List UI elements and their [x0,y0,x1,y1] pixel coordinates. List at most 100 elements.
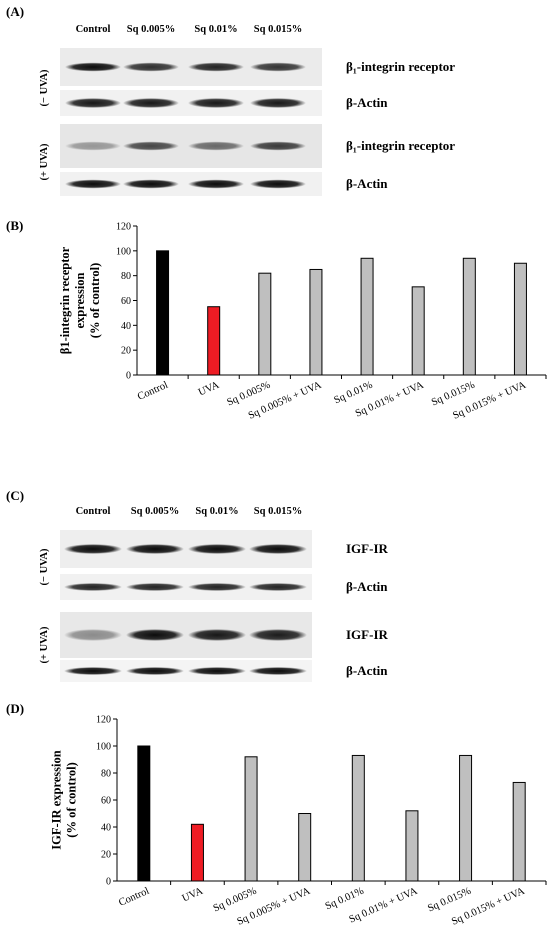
blot-band [188,583,246,591]
blot-band [188,141,244,151]
y-axis-label: IGF-IR expression [50,750,64,849]
y-axis-label: (% of control) [88,263,102,338]
y-tick-label: 100 [116,246,131,257]
condition-label: (− UVA) [39,548,50,585]
blot-band [188,544,246,554]
blot-row-label: β-Actin [346,95,388,110]
western-blot-c: Control Sq 0.005% Sq 0.01% Sq 0.015% (− UVA)… [39,506,389,682]
blot-row-label: β-Actin [346,579,388,594]
y-tick-label: 0 [126,371,131,382]
blot-band [65,141,121,151]
panel-label-d: (D) [6,701,24,716]
y-tick-label: 40 [101,823,111,834]
bar [137,745,151,882]
bar [244,756,258,882]
blot-strip [60,660,312,682]
blot-band [126,629,184,641]
bar [405,810,419,882]
blot-band [65,179,121,189]
bar [258,272,272,376]
blot-row-label: IGF-IR [346,541,389,556]
lane-header: Sq 0.01% [194,24,237,35]
x-category-label: UVA [197,380,221,399]
blot-band [250,98,306,108]
lane-header: Sq 0.01% [195,506,238,517]
bar [513,262,527,376]
blot-band [123,98,179,108]
blot-band [64,583,122,591]
blot-band [64,629,122,641]
blot-band [123,141,179,151]
blot-row-label: β-Actin [346,663,388,678]
condition-label: (− UVA) [39,69,50,106]
blot-band [249,583,307,591]
blot-band [250,179,306,189]
bar [360,257,374,376]
blot-band [64,667,122,675]
condition-label: (+ UVA) [39,626,50,663]
x-category-label: UVA [181,886,205,905]
condition-label: (+ UVA) [39,143,50,180]
blot-row-label: β₁-integrin receptor [346,138,455,153]
x-category-label: Sq 0.01% [324,886,366,913]
bar [411,286,425,376]
bar [207,306,221,376]
bar [512,781,526,882]
bar [309,268,323,376]
blot-band [188,98,244,108]
blot-band [126,544,184,554]
lane-header: Control [76,24,111,35]
blot-band [249,667,307,675]
panel-label-b: (B) [6,218,23,233]
y-tick-label: 60 [101,796,111,807]
y-axis-label: expression [73,272,87,328]
panel-label-c: (C) [6,488,24,503]
blot-row-label: IGF-IR [346,627,389,642]
y-tick-label: 20 [121,346,131,357]
x-category-label: Control [136,380,170,403]
y-tick-label: 40 [121,321,131,332]
bar [156,250,170,376]
western-blot-a: Control Sq 0.005% Sq 0.01% Sq 0.015% (− UVA)… [39,24,455,196]
blot-row-label: β-Actin [346,176,388,191]
blot-band [249,629,307,641]
blot-band [188,179,244,189]
lane-header: Control [76,506,111,517]
panel-label-a: (A) [6,4,24,19]
bar [298,813,312,882]
bar [190,823,204,882]
bar [351,754,365,882]
y-tick-label: 120 [116,222,131,233]
blot-band [188,62,244,72]
blot-band [188,629,246,641]
blot-band [123,179,179,189]
lane-header: Sq 0.005% [127,24,175,35]
blot-band [65,62,121,72]
y-axis-label: (% of control) [65,762,79,837]
y-tick-label: 120 [96,715,111,726]
blot-band [64,544,122,554]
blot-band [249,544,307,554]
y-tick-label: 80 [101,769,111,780]
blot-band [188,667,246,675]
y-tick-label: 60 [121,296,131,307]
x-category-label: Control [117,886,151,909]
blot-band [250,62,306,72]
y-tick-label: 0 [106,877,111,888]
blot-band [250,141,306,151]
blot-band [126,583,184,591]
blot-band [126,667,184,675]
y-tick-label: 100 [96,742,111,753]
blot-band [65,98,121,108]
lane-header: Sq 0.015% [254,24,302,35]
bar [459,754,473,882]
y-tick-label: 80 [121,271,131,282]
blot-band [123,62,179,72]
y-axis-label: β1-integrin receptor [58,246,72,354]
lane-header: Sq 0.015% [254,506,302,517]
y-tick-label: 20 [101,850,111,861]
lane-header: Sq 0.005% [131,506,179,517]
